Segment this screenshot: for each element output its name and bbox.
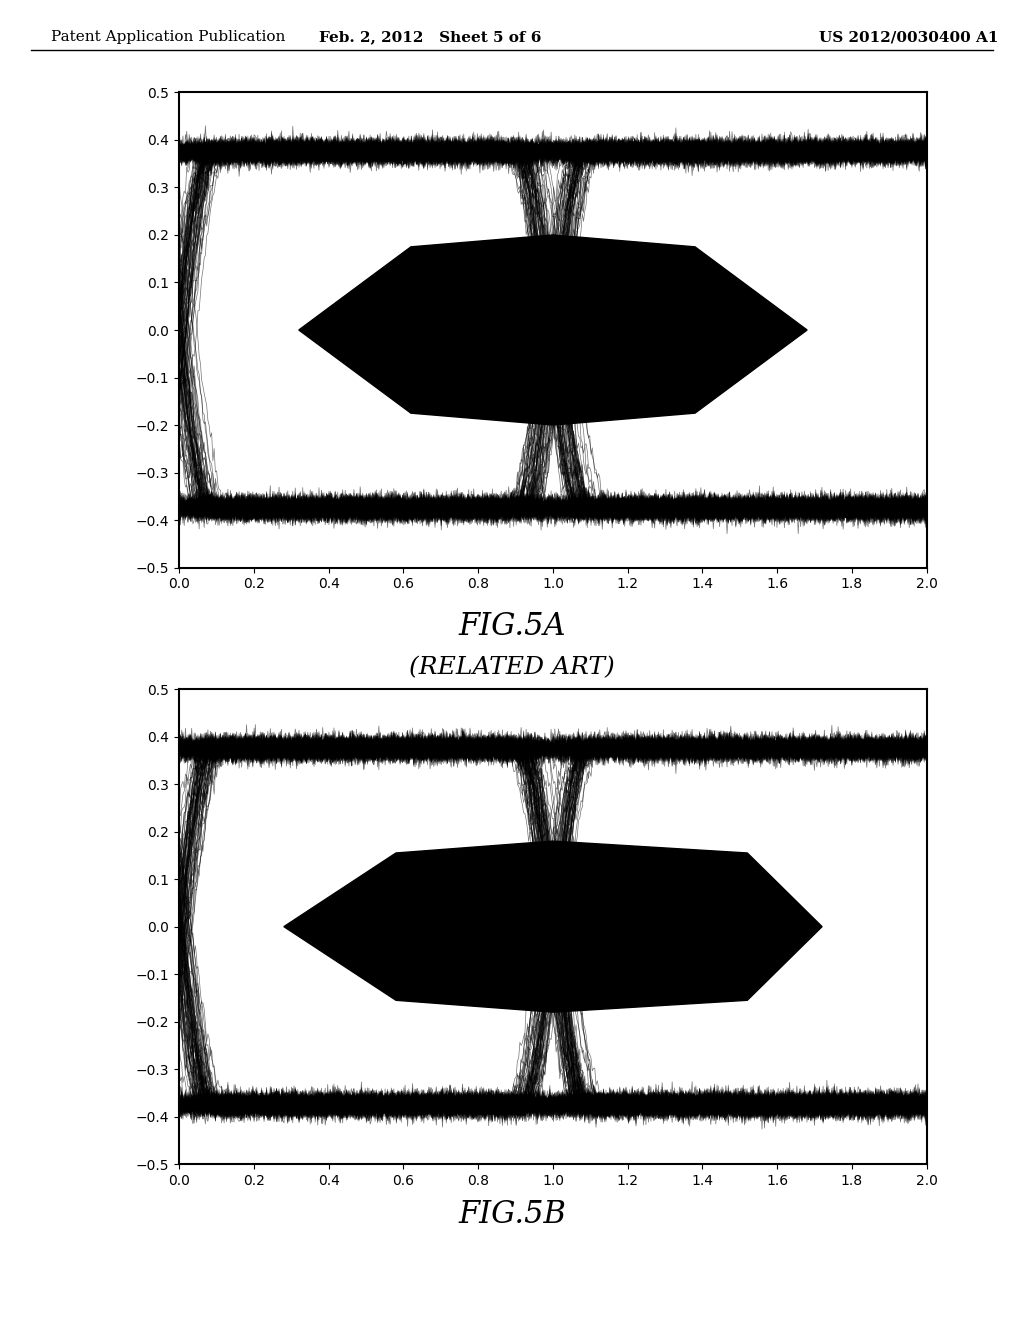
Text: (RELATED ART): (RELATED ART) bbox=[410, 656, 614, 678]
Text: Patent Application Publication: Patent Application Publication bbox=[51, 30, 286, 45]
Text: US 2012/0030400 A1: US 2012/0030400 A1 bbox=[819, 30, 998, 45]
Polygon shape bbox=[284, 841, 822, 1012]
Text: Feb. 2, 2012   Sheet 5 of 6: Feb. 2, 2012 Sheet 5 of 6 bbox=[318, 30, 542, 45]
Text: FIG.5B: FIG.5B bbox=[458, 1199, 566, 1229]
Polygon shape bbox=[299, 235, 807, 425]
Text: FIG.5A: FIG.5A bbox=[459, 611, 565, 642]
